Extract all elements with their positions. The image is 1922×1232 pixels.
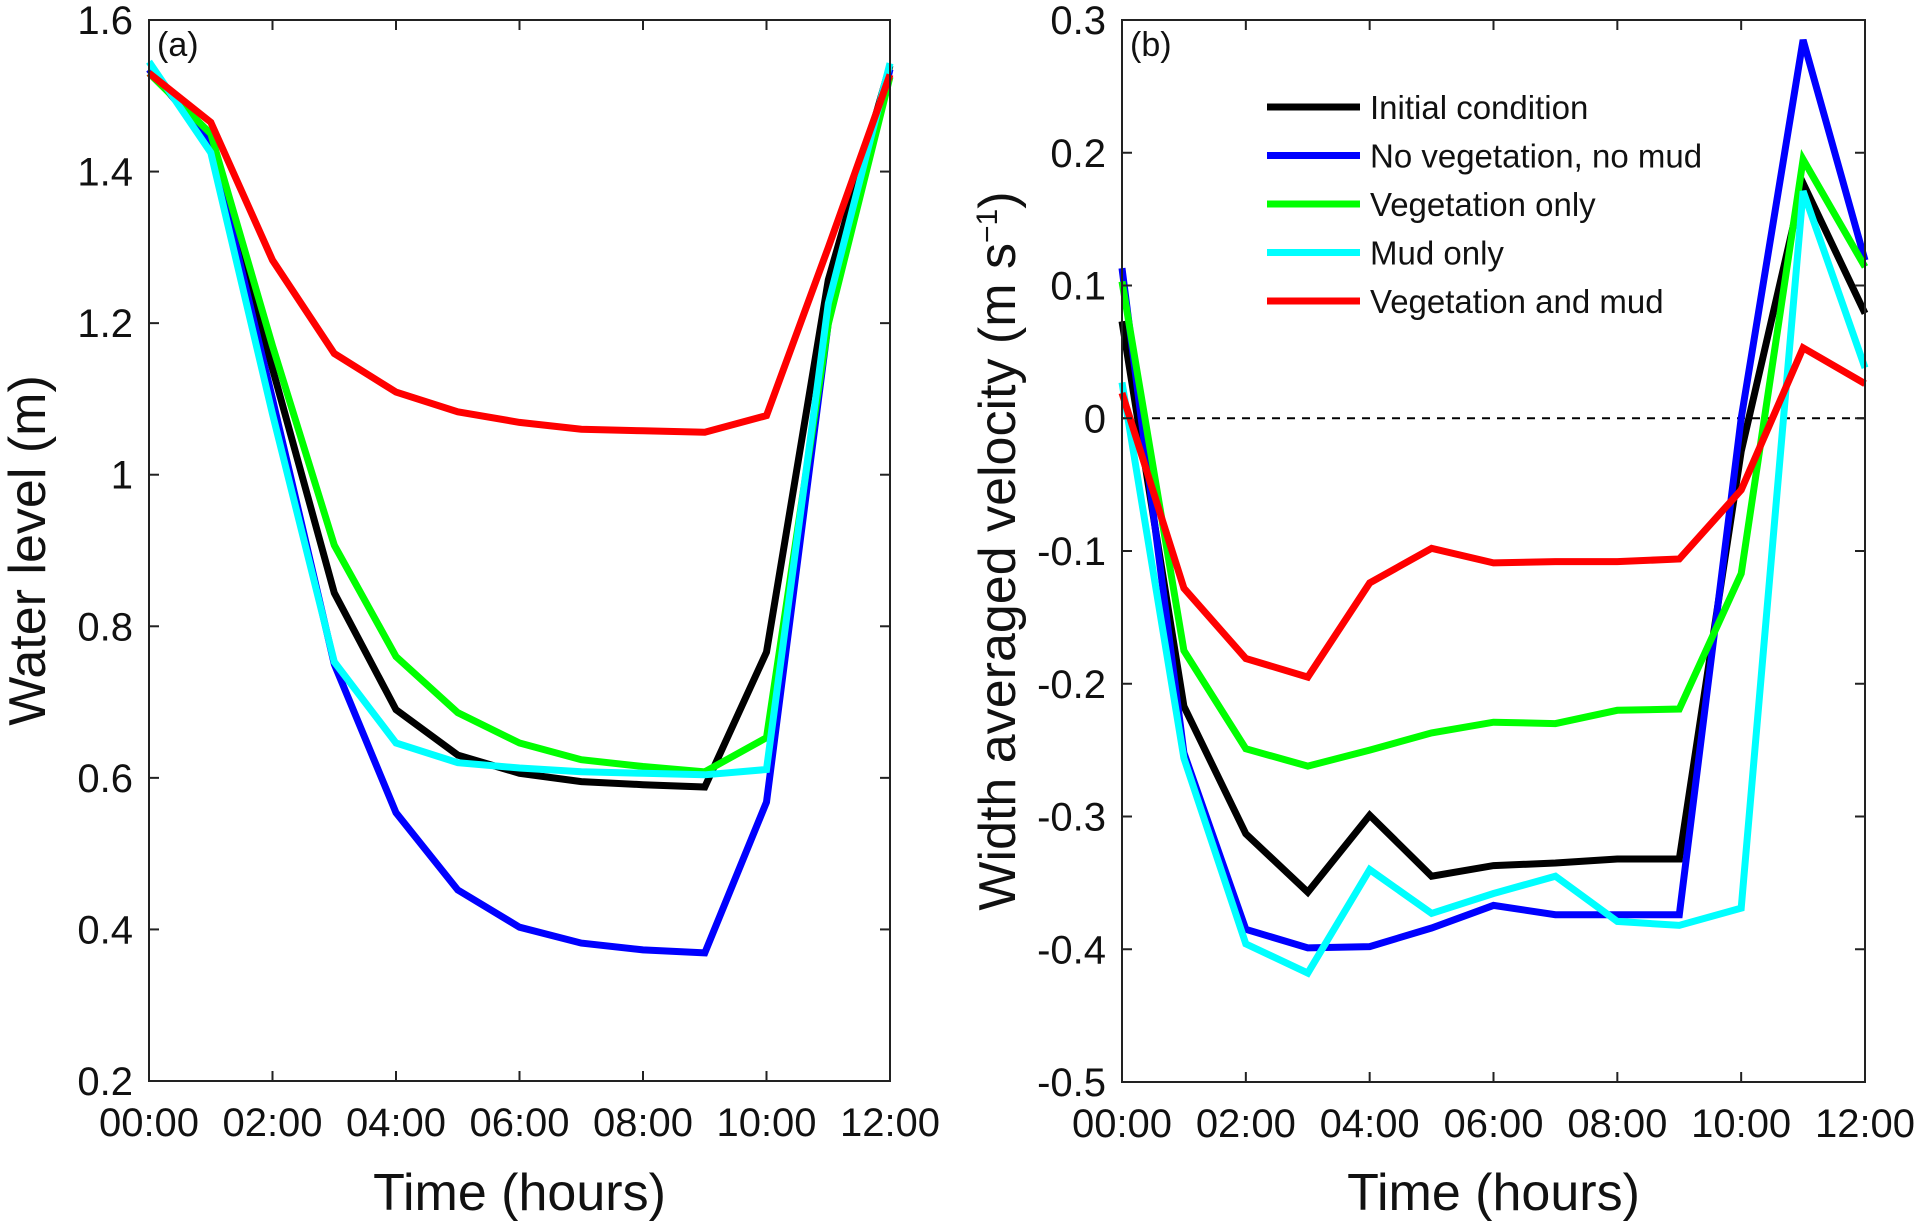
y-tick-label: 0.4 [77, 908, 133, 952]
panel-b-velocity: 00:00 02:00 04:00 06:00 08:00 10:00 12:00 -0.5 -… [969, 0, 1915, 1222]
series-line-vegetation-only [146, 70, 894, 776]
panel-b-y-axis-title: Width averaged velocity (m s−1) [969, 191, 1027, 910]
series-line-no-vegetation-no-mud [146, 67, 894, 957]
series-line-mud-only [1118, 190, 1869, 978]
panel-b-label: (b) [1130, 26, 1172, 64]
x-tick-label: 04:00 [346, 1101, 446, 1145]
y-tick-label: -0.2 [1037, 663, 1106, 707]
y-tick-label: -0.5 [1037, 1061, 1106, 1105]
legend-item: Vegetation and mud [1267, 283, 1664, 320]
series-line-mud-only [146, 59, 894, 779]
series-line-initial-condition [146, 64, 894, 791]
y-tick-label: 1.2 [77, 302, 133, 346]
legend-item: Initial condition [1267, 89, 1588, 126]
y-tick-label: 0.2 [1050, 132, 1106, 176]
y-tick-label: 0.6 [77, 757, 133, 801]
panel-b-x-axis-title: Time (hours) [1347, 1164, 1640, 1222]
x-tick-label: 04:00 [1320, 1102, 1420, 1146]
y-tick-label: -0.4 [1037, 928, 1106, 972]
y-tick-label: 1.4 [77, 151, 133, 195]
panel-a-water-level: 00:00 02:00 04:00 06:00 08:00 10:00 12:00 0.2 0.… [0, 0, 940, 1222]
y-tick-label: 0.1 [1050, 265, 1106, 309]
legend-item: Vegetation only [1267, 186, 1596, 223]
y-tick-label: 1 [111, 454, 133, 498]
y-axis-title-superscript: −1 [971, 209, 1004, 243]
x-tick-label: 06:00 [1444, 1102, 1544, 1146]
y-axis-title-main: Width averaged velocity (m s [969, 243, 1027, 911]
y-tick-label: -0.1 [1037, 530, 1106, 574]
y-tick-label: 0.2 [77, 1060, 133, 1104]
x-tick-label: 08:00 [1567, 1102, 1667, 1146]
x-tick-label: 00:00 [1072, 1102, 1172, 1146]
x-tick-label: 02:00 [1196, 1102, 1296, 1146]
series-line-vegetation-only [1118, 148, 1869, 770]
panel-b-axes-frame [1121, 19, 1866, 1083]
y-axis-title-end: ) [969, 191, 1027, 208]
series-line-initial-condition [1118, 172, 1869, 898]
panel-a-label: (a) [157, 26, 199, 64]
panel-a-axes-frame [148, 19, 891, 1082]
legend-label: Vegetation only [1370, 186, 1596, 223]
legend-label: Initial condition [1370, 89, 1588, 126]
legend-item: No vegetation, no mud [1267, 138, 1702, 175]
y-tick-label: -0.3 [1037, 796, 1106, 840]
panel-a-ticks: 00:00 02:00 04:00 06:00 08:00 10:00 12:00 0.2 0.… [77, 0, 940, 1145]
legend: Initial condition No vegetation, no mud Ve… [1267, 89, 1702, 320]
series-line-vegetation-and-mud [146, 70, 894, 436]
panel-a-x-axis-title: Time (hours) [373, 1164, 666, 1222]
x-tick-label: 12:00 [840, 1101, 940, 1145]
x-tick-label: 10:00 [1691, 1102, 1791, 1146]
panel-b-lines [1118, 38, 1869, 978]
y-tick-label: 0.3 [1050, 0, 1106, 43]
x-tick-label: 08:00 [593, 1101, 693, 1145]
legend-label: No vegetation, no mud [1370, 138, 1702, 175]
panel-a-lines [146, 59, 894, 957]
legend-label: Vegetation and mud [1370, 283, 1664, 320]
x-tick-label: 12:00 [1815, 1102, 1915, 1146]
x-tick-label: 00:00 [99, 1101, 199, 1145]
x-tick-label: 02:00 [223, 1101, 323, 1145]
series-line-vegetation-and-mud [1118, 342, 1867, 682]
panel-a-y-axis-title: Water level (m) [0, 375, 57, 726]
x-tick-label: 06:00 [470, 1101, 570, 1145]
y-tick-label: 0 [1084, 397, 1106, 441]
x-tick-label: 10:00 [717, 1101, 817, 1145]
legend-item: Mud only [1267, 235, 1504, 272]
series-line-no-vegetation-no-mud [1118, 38, 1869, 952]
panel-b-ticks: 00:00 02:00 04:00 06:00 08:00 10:00 12:00 -0.5 -… [1037, 0, 1915, 1146]
legend-label: Mud only [1370, 235, 1504, 272]
y-tick-label: 1.6 [77, 0, 133, 43]
y-tick-label: 0.8 [77, 605, 133, 649]
